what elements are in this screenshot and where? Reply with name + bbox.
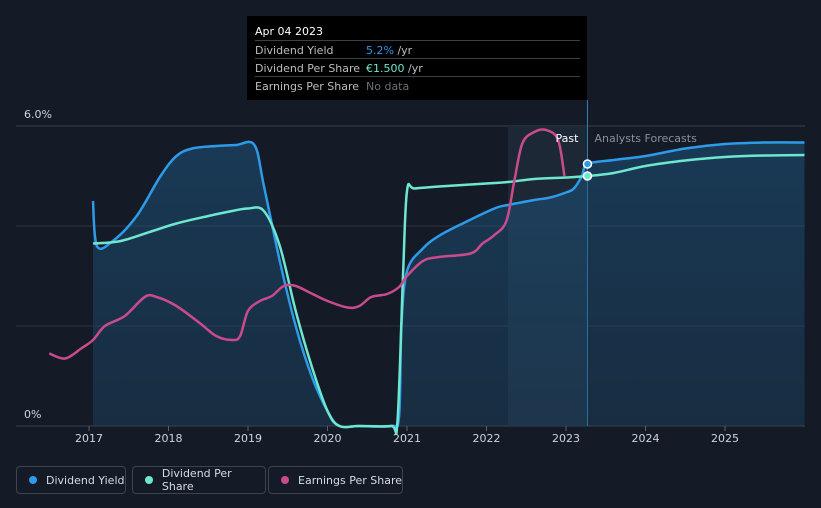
x-axis: 2017 2018 2019 2020 2021 2022 2023 2024 2025 [75,426,739,445]
x-tick-label: 2017 [75,432,103,445]
forecast-label: Analysts Forecasts [594,132,697,145]
legend-earnings-per-share[interactable]: Earnings Per Share [268,466,403,494]
legend-label: Earnings Per Share [298,473,403,487]
legend-dot [29,476,37,484]
legend-dividend-per-share[interactable]: Dividend Per Share [132,466,266,494]
x-tick-label: 2020 [314,432,342,445]
dividend-yield-marker[interactable] [582,159,593,169]
legend-label: Dividend Per Share [161,467,232,493]
x-tick-label: 2022 [473,432,501,445]
tooltip-row-dividend-yield: Dividend Yield 5.2% /yr [255,40,580,59]
tooltip-row-dividend-per-share: Dividend Per Share €1.500 /yr [255,58,580,77]
legend-dividend-yield[interactable]: Dividend Yield [16,466,126,494]
x-tick-label: 2021 [393,432,421,445]
y-axis-bottom-label: 0% [24,408,41,421]
x-tick-label: 2023 [552,432,580,445]
dividend-per-share-line [92,153,805,435]
tooltip-label: Dividend Yield [255,44,334,57]
tooltip-row-earnings-per-share: Earnings Per Share No data [255,76,580,95]
past-label: Past [556,132,580,145]
tooltip-value: €1.500 /yr [366,62,423,75]
tooltip-label: Earnings Per Share [255,80,360,93]
tooltip-label: Dividend Per Share [255,62,361,75]
legend-label: Dividend Yield [46,473,125,487]
legend-dot [281,476,289,484]
x-tick-label: 2018 [155,432,183,445]
x-tick-label: 2019 [234,432,262,445]
dividend-yield-area [93,141,805,428]
tooltip-value: 5.2% /yr [366,44,413,57]
y-axis-top-label: 6.0% [24,108,52,121]
x-tick-label: 2025 [711,432,739,445]
legend-dot [145,476,153,484]
tooltip-value: No data [366,80,410,93]
x-tick-label: 2024 [632,432,660,445]
tooltip: Apr 04 2023 Dividend Yield 5.2% /yr Divi… [247,16,587,100]
dividend-per-share-marker[interactable] [582,171,593,181]
tooltip-date: Apr 04 2023 [255,25,324,38]
earnings-per-share-line [48,128,566,360]
